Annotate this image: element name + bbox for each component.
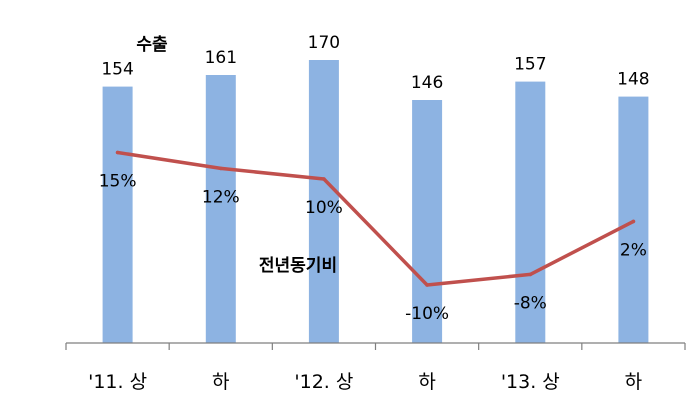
line-value-label: 2% (620, 240, 647, 260)
bar (102, 86, 133, 343)
line-series (115, 150, 636, 287)
bar-value-label: 154 (101, 60, 133, 80)
yoy-line (115, 150, 636, 287)
x-axis: '11. 상 하 '12. 상 하 '13. 상 하 (65, 342, 686, 393)
bar (412, 100, 443, 343)
bar (205, 75, 236, 343)
series-label-yoy: 전년동기비 (259, 256, 337, 276)
bar-value-label: 157 (514, 55, 546, 75)
line-value-label: -10% (405, 304, 449, 324)
data-labels: 154 161 170 146 157 148 15% 12% 10% -10% -8% 2% (99, 33, 650, 324)
x-tick-label: 하 (625, 371, 642, 393)
x-tick-label: 하 (418, 371, 435, 393)
line-point (219, 166, 223, 171)
series-labels: 수출 전년동기비 (136, 35, 337, 276)
line-value-label: 12% (202, 187, 240, 207)
bar-value-label: 148 (617, 70, 649, 90)
series-label-exports: 수출 (136, 35, 168, 55)
x-tick-label: 하 (212, 371, 229, 393)
bar-value-label: 170 (308, 33, 340, 53)
line-point (322, 177, 326, 181)
line-value-label: 10% (305, 198, 343, 218)
line-point (425, 283, 429, 287)
line-point (528, 272, 533, 277)
x-tick-label: '12. 상 (294, 371, 353, 393)
bar (308, 60, 339, 343)
line-point (115, 150, 120, 155)
line-value-label: 15% (99, 172, 137, 192)
bar (515, 81, 546, 343)
bar-series (102, 60, 649, 343)
bar-value-label: 161 (205, 48, 237, 68)
x-tick-label: '13. 상 (501, 371, 560, 393)
bar-value-label: 146 (411, 73, 443, 93)
line-value-label: -8% (514, 293, 547, 313)
x-tick-label: '11. 상 (88, 371, 147, 393)
line-point (631, 219, 636, 224)
